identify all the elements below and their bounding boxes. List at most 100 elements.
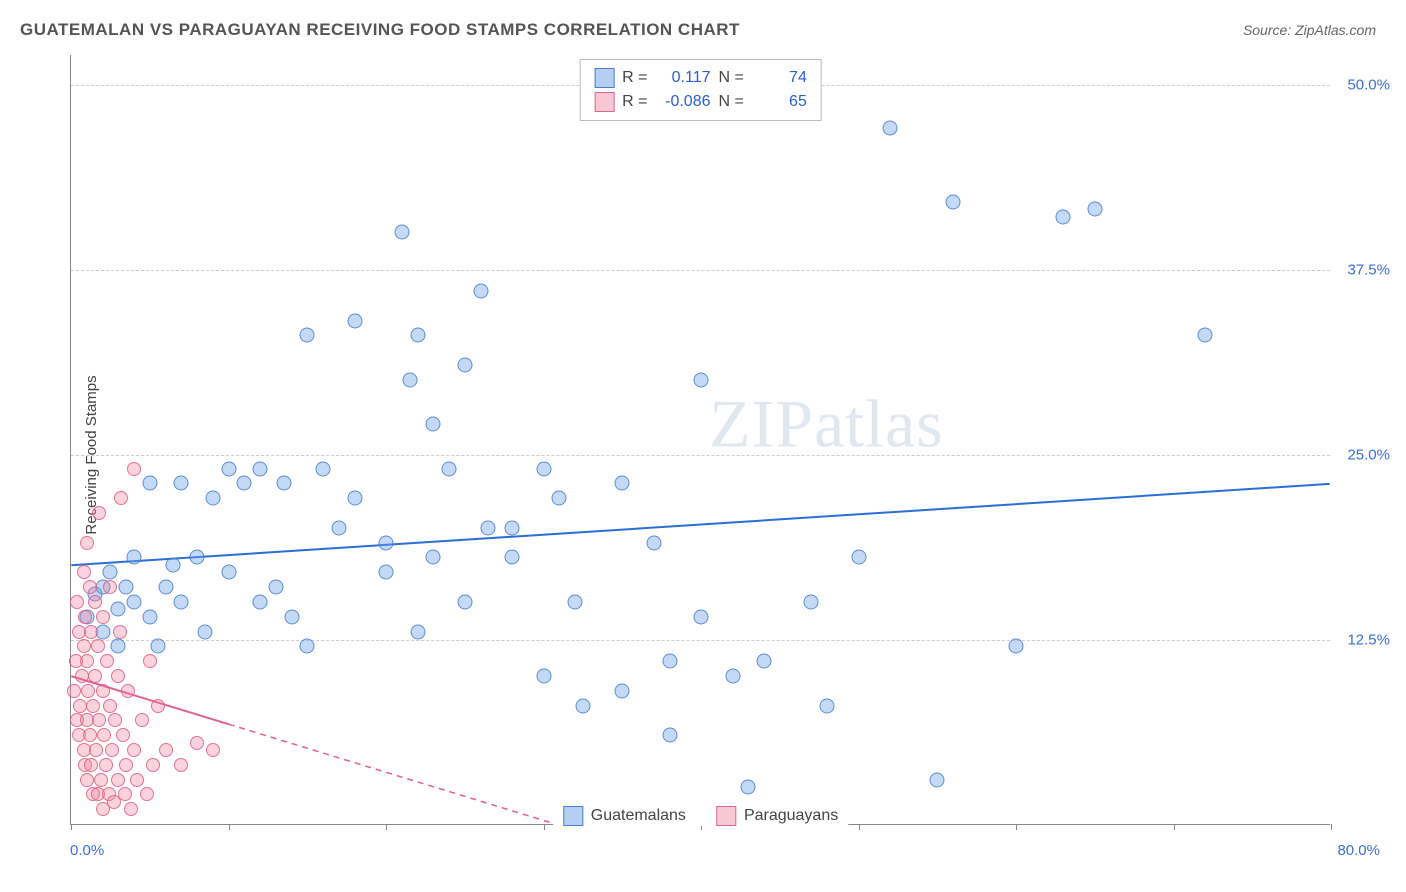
data-point (80, 536, 94, 550)
data-point (92, 713, 106, 727)
data-point (615, 683, 630, 698)
data-point (80, 773, 94, 787)
data-point (410, 624, 425, 639)
r-value: -0.086 (656, 93, 711, 111)
data-point (331, 520, 346, 535)
data-point (379, 535, 394, 550)
data-point (113, 625, 127, 639)
legend-item-paraguayans: Paraguayans (716, 806, 838, 826)
data-point (575, 698, 590, 713)
correlation-legend: R = 0.117 N = 74 R = -0.086 N = 65 (579, 59, 822, 121)
data-point (143, 654, 157, 668)
data-point (662, 728, 677, 743)
data-point (820, 698, 835, 713)
data-point (379, 565, 394, 580)
r-label: R = (622, 93, 647, 111)
data-point (88, 669, 102, 683)
x-tick (386, 824, 387, 830)
data-point (552, 491, 567, 506)
data-point (646, 535, 661, 550)
data-point (105, 743, 119, 757)
data-point (174, 758, 188, 772)
data-point (127, 594, 142, 609)
chart-container: Receiving Food Stamps R = 0.117 N = 74 R… (50, 55, 1380, 855)
data-point (111, 773, 125, 787)
data-point (142, 609, 157, 624)
data-point (146, 758, 160, 772)
x-tick (1331, 824, 1332, 830)
legend-row: R = 0.117 N = 74 (594, 66, 807, 90)
data-point (426, 550, 441, 565)
data-point (481, 520, 496, 535)
data-point (347, 491, 362, 506)
data-point (159, 743, 173, 757)
data-point (662, 654, 677, 669)
data-point (457, 594, 472, 609)
data-point (206, 743, 220, 757)
data-point (78, 610, 92, 624)
data-point (1198, 328, 1213, 343)
data-point (103, 565, 118, 580)
data-point (221, 461, 236, 476)
x-tick (859, 824, 860, 830)
data-point (166, 557, 181, 572)
x-tick (1174, 824, 1175, 830)
data-point (81, 684, 95, 698)
data-point (694, 372, 709, 387)
x-tick (544, 824, 545, 830)
data-point (158, 580, 173, 595)
data-point (536, 668, 551, 683)
data-point (103, 580, 117, 594)
chart-title: GUATEMALAN VS PARAGUAYAN RECEIVING FOOD … (20, 20, 740, 40)
data-point (190, 736, 204, 750)
plot-area: R = 0.117 N = 74 R = -0.086 N = 65 ZIPat… (70, 55, 1330, 825)
data-point (151, 699, 165, 713)
n-value: 65 (752, 93, 807, 111)
y-tick-label: 37.5% (1347, 261, 1390, 278)
swatch-blue-icon (594, 68, 614, 88)
data-point (96, 684, 110, 698)
data-point (394, 224, 409, 239)
x-tick (1016, 824, 1017, 830)
trend-lines (71, 55, 1330, 824)
x-tick (71, 824, 72, 830)
grid-line (71, 640, 1330, 641)
y-tick-label: 50.0% (1347, 76, 1390, 93)
data-point (221, 565, 236, 580)
data-point (505, 550, 520, 565)
data-point (142, 476, 157, 491)
x-tick-max: 80.0% (1337, 842, 1380, 859)
watermark-zip: ZIP (709, 386, 814, 462)
data-point (741, 779, 756, 794)
data-point (300, 328, 315, 343)
data-point (276, 476, 291, 491)
data-point (99, 758, 113, 772)
data-point (1009, 639, 1024, 654)
data-point (615, 476, 630, 491)
r-value: 0.117 (656, 69, 711, 87)
data-point (119, 758, 133, 772)
data-point (97, 728, 111, 742)
data-point (694, 609, 709, 624)
data-point (83, 580, 97, 594)
data-point (284, 609, 299, 624)
data-point (174, 476, 189, 491)
data-point (150, 639, 165, 654)
data-point (127, 550, 142, 565)
data-point (124, 802, 138, 816)
data-point (536, 461, 551, 476)
data-point (253, 594, 268, 609)
data-point (80, 654, 94, 668)
watermark-atlas: atlas (814, 386, 944, 462)
data-point (103, 699, 117, 713)
data-point (757, 654, 772, 669)
data-point (111, 669, 125, 683)
data-point (67, 684, 81, 698)
data-point (108, 713, 122, 727)
data-point (426, 417, 441, 432)
data-point (89, 743, 103, 757)
data-point (100, 654, 114, 668)
swatch-pink-icon (716, 806, 736, 826)
data-point (851, 550, 866, 565)
legend-item-guatemalans: Guatemalans (563, 806, 686, 826)
